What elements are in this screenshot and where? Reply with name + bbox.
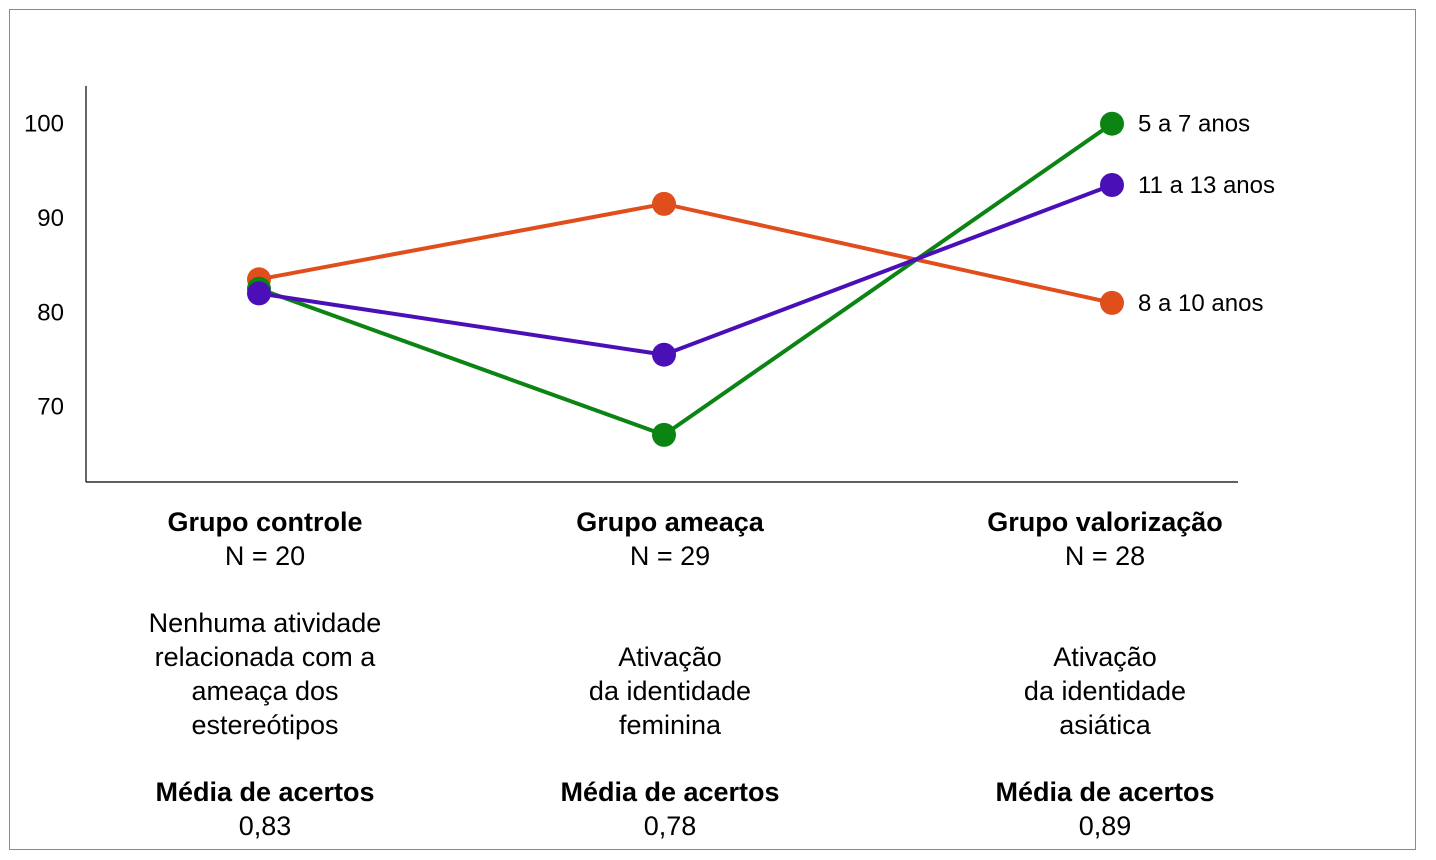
mean-label: Média de acertos	[155, 777, 375, 807]
data-point	[1100, 290, 1124, 315]
y-tick-label: 80	[37, 299, 64, 326]
group-n: N = 28	[1064, 541, 1146, 571]
mean-label: Média de acertos	[560, 777, 780, 807]
group-description: Ativação da identidade asiática	[945, 640, 1265, 742]
data-point	[652, 342, 676, 367]
description-line: asiática	[1059, 710, 1151, 740]
figure-frame	[9, 9, 1416, 850]
mean-value: 0,78	[643, 811, 697, 841]
description-line: Nenhuma atividade	[148, 608, 382, 638]
group-n: N = 20	[224, 541, 306, 571]
description-line: da identidade	[588, 676, 752, 706]
description-line: relacionada com a	[154, 642, 376, 672]
group-title: Grupo controle	[167, 507, 363, 537]
data-point	[247, 281, 271, 306]
data-point	[652, 191, 676, 216]
data-point	[1100, 111, 1124, 136]
description-line: feminina	[618, 710, 722, 740]
series-label: 5 a 7 anos	[1138, 111, 1250, 138]
group-column-ameaca: Grupo ameaça N = 29 Ativação da identida…	[510, 505, 830, 843]
description-line: da identidade	[1023, 676, 1187, 706]
data-point	[1100, 173, 1124, 197]
group-title: Grupo valorização	[987, 507, 1223, 537]
mean-value: 0,89	[1078, 811, 1132, 841]
y-tick-label: 70	[37, 394, 64, 421]
group-n: N = 29	[629, 541, 711, 571]
group-column-controle: Grupo controle N = 20 Nenhuma atividade …	[105, 505, 425, 843]
group-description: Ativação da identidade feminina	[510, 640, 830, 742]
series-line	[258, 122, 1114, 438]
mean-value: 0,83	[238, 811, 292, 841]
description-line: estereótipos	[191, 710, 339, 740]
series-line	[258, 201, 1113, 305]
group-description: Nenhuma atividade relacionada com a amea…	[105, 606, 425, 742]
group-column-valorizacao: Grupo valorização N = 28 Ativação da ide…	[945, 505, 1265, 843]
description-line: ameaça dos	[191, 676, 339, 706]
series-label: 11 a 13 anos	[1138, 172, 1275, 199]
y-tick-label: 100	[24, 111, 64, 138]
mean-label: Média de acertos	[995, 777, 1215, 807]
group-title: Grupo ameaça	[576, 507, 764, 537]
line-chart: 100 90 80 70 8 a 10 anos 5 a 7 anos 11 a 13 a…	[24, 86, 1275, 483]
y-tick-label: 90	[37, 205, 64, 232]
description-line: Ativação	[1053, 642, 1157, 672]
series-label: 8 a 10 anos	[1138, 290, 1263, 317]
data-point	[652, 422, 676, 447]
description-line: Ativação	[618, 642, 722, 672]
